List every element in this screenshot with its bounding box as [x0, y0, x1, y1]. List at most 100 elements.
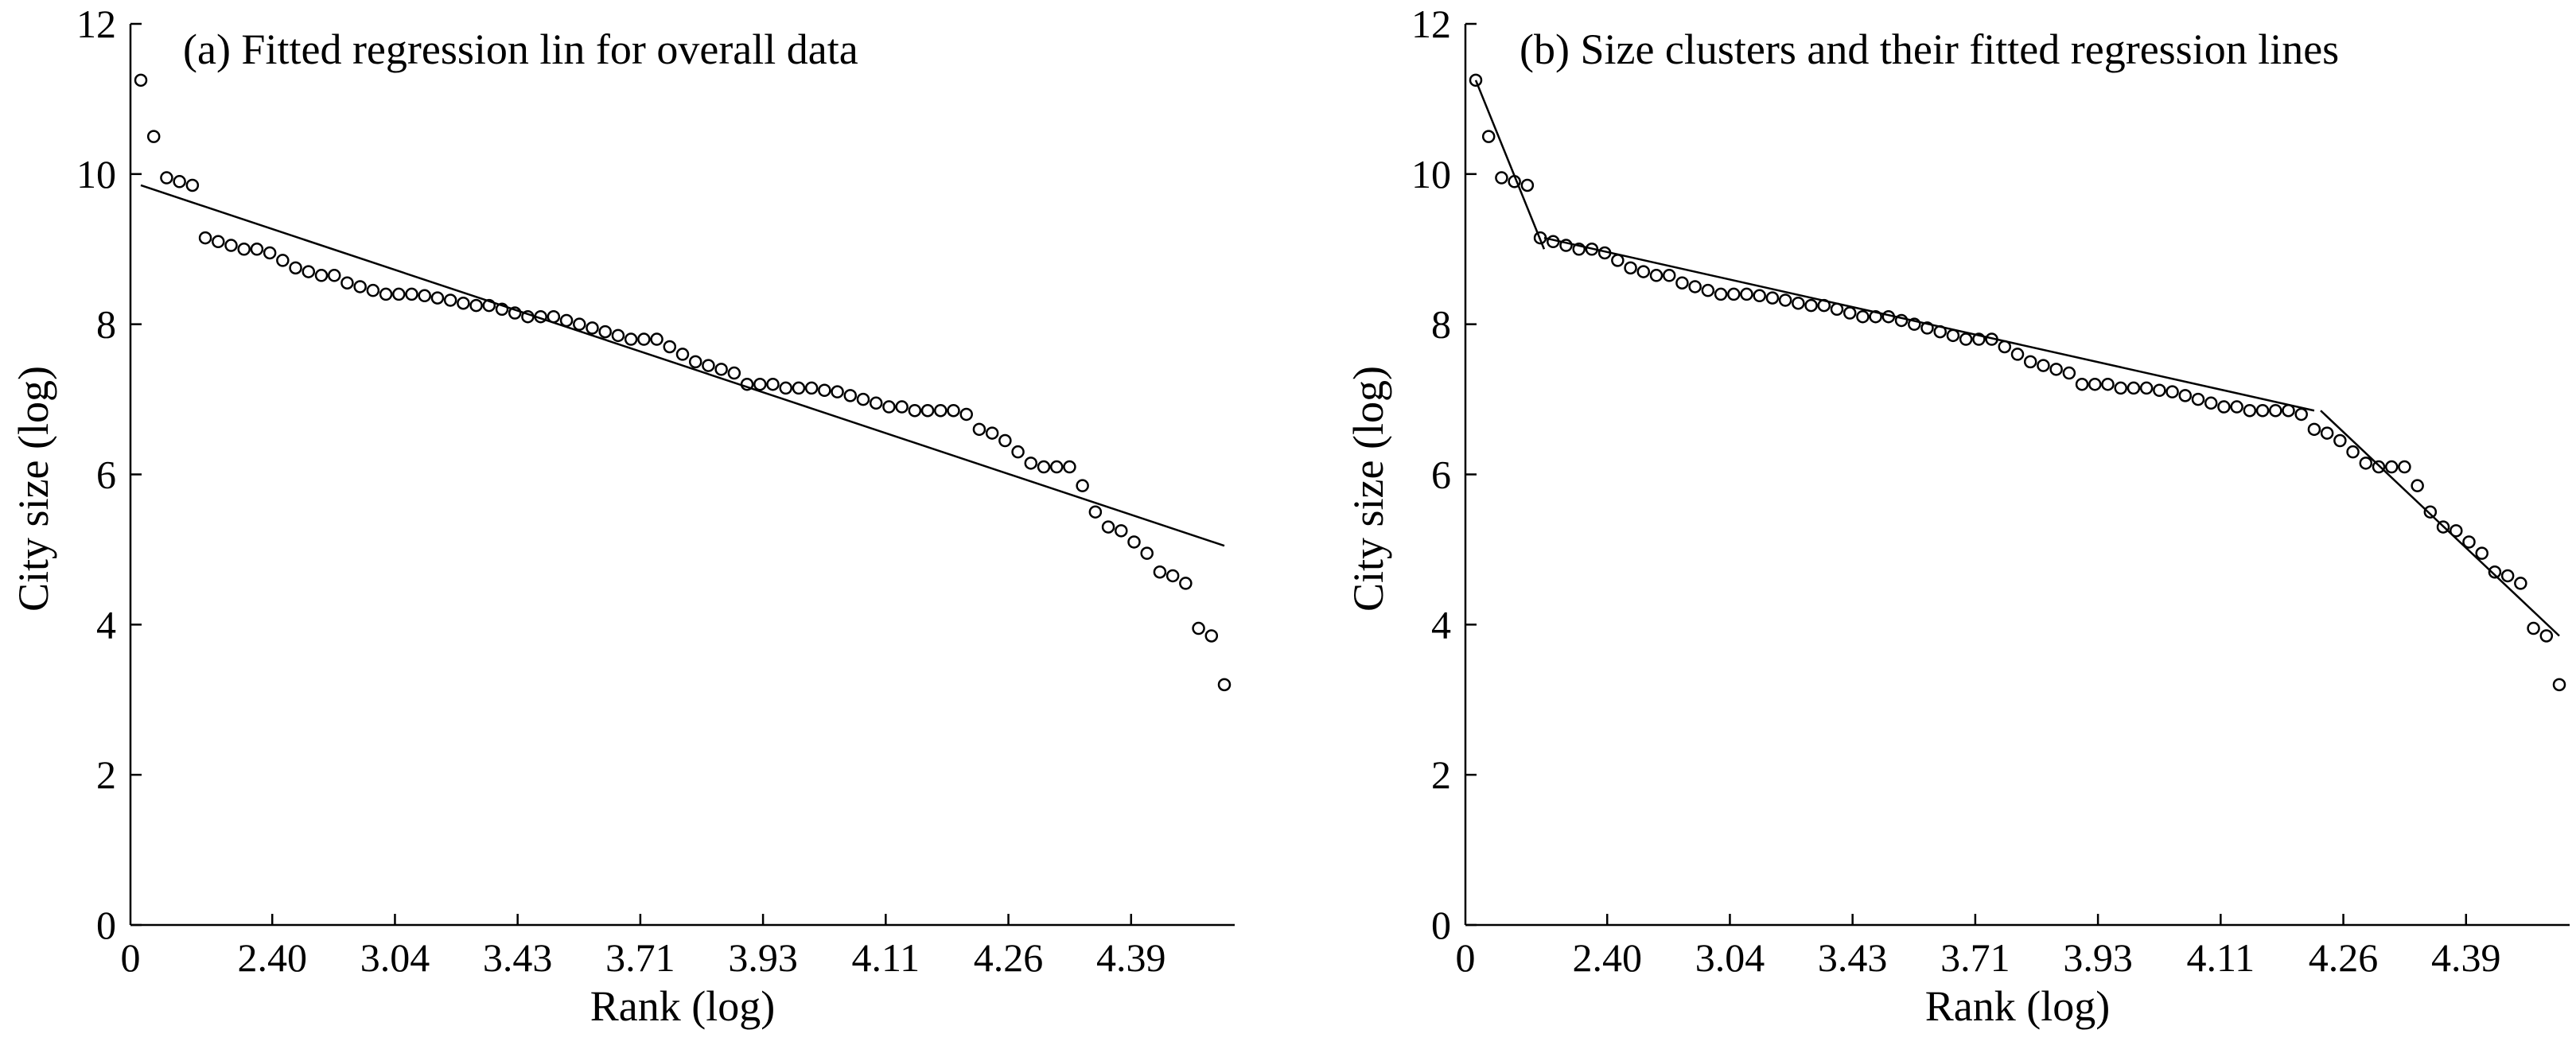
data-point — [714, 363, 728, 376]
x-tick-label: 4.11 — [852, 935, 920, 980]
data-point — [1481, 130, 1496, 143]
y-tick-label: 12 — [76, 2, 116, 46]
data-point — [598, 324, 612, 339]
data-point — [508, 306, 522, 320]
data-point — [2462, 535, 2476, 549]
data-point — [2191, 392, 2205, 406]
x-tick-label: 4.26 — [974, 935, 1044, 980]
y-tick-label: 8 — [1431, 302, 1451, 347]
data-point — [2062, 366, 2076, 380]
data-point — [1204, 629, 1219, 643]
data-point — [2552, 678, 2566, 692]
data-point — [2255, 403, 2270, 418]
y-tick-label: 2 — [96, 752, 116, 797]
data-point — [2127, 381, 2141, 395]
x-tick-label: 3.04 — [360, 935, 430, 980]
data-point — [276, 254, 290, 267]
data-point — [2488, 565, 2502, 579]
regression-line — [2320, 410, 2560, 637]
data-point — [327, 269, 341, 282]
y-tick-label: 6 — [1431, 453, 1451, 497]
data-point — [1688, 280, 1702, 293]
y-tick-label: 10 — [76, 152, 116, 196]
data-point — [1115, 524, 1128, 538]
data-point — [2320, 426, 2334, 440]
data-point — [457, 296, 470, 310]
data-point — [1740, 287, 1753, 301]
data-point — [1636, 265, 1651, 278]
data-point — [624, 332, 638, 346]
data-point — [818, 383, 831, 398]
data-point — [895, 400, 909, 414]
data-point — [495, 302, 509, 317]
data-point — [1727, 287, 1741, 301]
data-point — [443, 293, 457, 307]
data-point — [224, 239, 238, 252]
x-tick-label: 2.40 — [1572, 935, 1642, 980]
data-point — [843, 389, 858, 402]
x-tick-label: 4.11 — [2187, 935, 2255, 980]
data-point — [2307, 422, 2321, 437]
data-point — [2010, 348, 2025, 361]
x-tick-label: 3.93 — [728, 935, 798, 980]
regression-line — [1474, 80, 1546, 250]
x-tick-label: 3.04 — [1695, 935, 1765, 980]
data-point — [2359, 457, 2373, 470]
x-tick-label: 4.39 — [2431, 935, 2501, 980]
chart-title: (a) Fitted regression lin for overall da… — [183, 25, 858, 73]
data-point — [212, 235, 225, 249]
data-point — [804, 381, 819, 395]
data-point — [1778, 293, 1792, 307]
data-point — [2539, 629, 2554, 643]
data-point — [1765, 291, 1780, 305]
data-point — [2243, 403, 2257, 418]
data-point — [1559, 239, 1573, 252]
data-point — [908, 403, 922, 418]
data-point — [1920, 321, 1934, 335]
data-point — [1869, 309, 1882, 324]
data-point — [2423, 505, 2438, 519]
data-point — [2023, 355, 2037, 369]
data-point — [2411, 479, 2424, 492]
data-point — [1908, 317, 1921, 331]
data-point — [727, 366, 741, 380]
data-point — [392, 287, 406, 301]
data-point — [289, 261, 302, 275]
data-point — [611, 328, 625, 343]
data-point — [198, 231, 212, 245]
x-tick-label: 3.71 — [605, 935, 675, 980]
data-point — [856, 392, 870, 406]
data-point — [1063, 460, 1076, 474]
regression-line — [140, 184, 1225, 547]
data-point — [779, 381, 792, 395]
data-point — [185, 178, 200, 192]
data-point — [1843, 306, 1857, 320]
panel-a: 0 2 4 6 8 10 12 0 2.40 3.04 3.43 3.71 3.93 4.11 4.26 4.… — [10, 2, 1235, 1030]
data-point — [2346, 445, 2360, 459]
data-point — [1153, 565, 1167, 579]
data-point — [1649, 269, 1664, 282]
data-point — [998, 433, 1012, 448]
data-point — [1662, 269, 1676, 282]
data-point — [160, 171, 173, 185]
data-point — [2475, 546, 2488, 560]
data-point — [1856, 309, 1870, 324]
data-point — [1946, 328, 1960, 343]
data-point — [1804, 298, 1818, 313]
data-point — [237, 243, 251, 256]
data-point — [1624, 261, 1637, 275]
data-point — [1011, 445, 1025, 459]
data-point — [1520, 178, 1535, 192]
data-point — [366, 283, 380, 297]
data-point — [2037, 359, 2050, 372]
data-point — [2101, 377, 2115, 391]
data-point — [302, 265, 316, 278]
y-tick-label: 4 — [1431, 602, 1451, 647]
data-point — [882, 400, 896, 414]
data-point — [314, 269, 329, 282]
data-point — [2088, 377, 2102, 391]
y-tick-label: 0 — [96, 903, 116, 947]
data-point — [1127, 535, 1141, 549]
data-point — [688, 355, 702, 369]
